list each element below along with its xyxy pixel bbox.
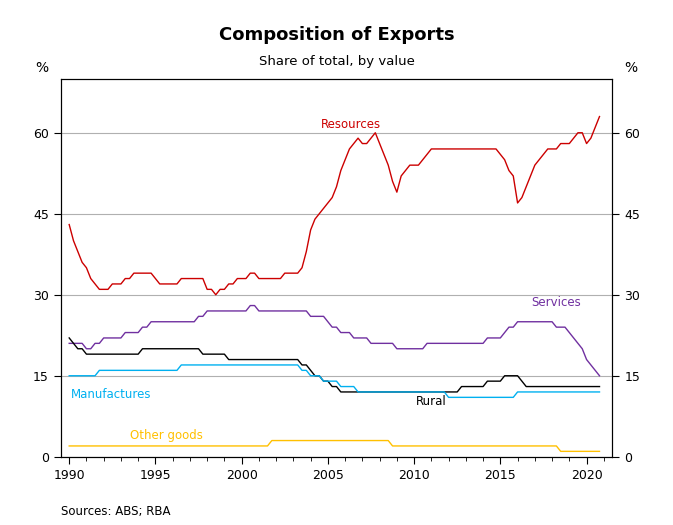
Text: %: % (624, 61, 637, 75)
Text: %: % (36, 61, 49, 75)
Text: Composition of Exports: Composition of Exports (219, 26, 454, 44)
Text: Rural: Rural (416, 395, 447, 408)
Text: Other goods: Other goods (129, 428, 203, 442)
Text: Manufactures: Manufactures (71, 388, 151, 401)
Text: Resources: Resources (321, 118, 381, 131)
Text: Sources: ABS; RBA: Sources: ABS; RBA (61, 505, 170, 518)
Text: Share of total, by value: Share of total, by value (258, 55, 415, 68)
Text: Services: Services (532, 296, 581, 309)
